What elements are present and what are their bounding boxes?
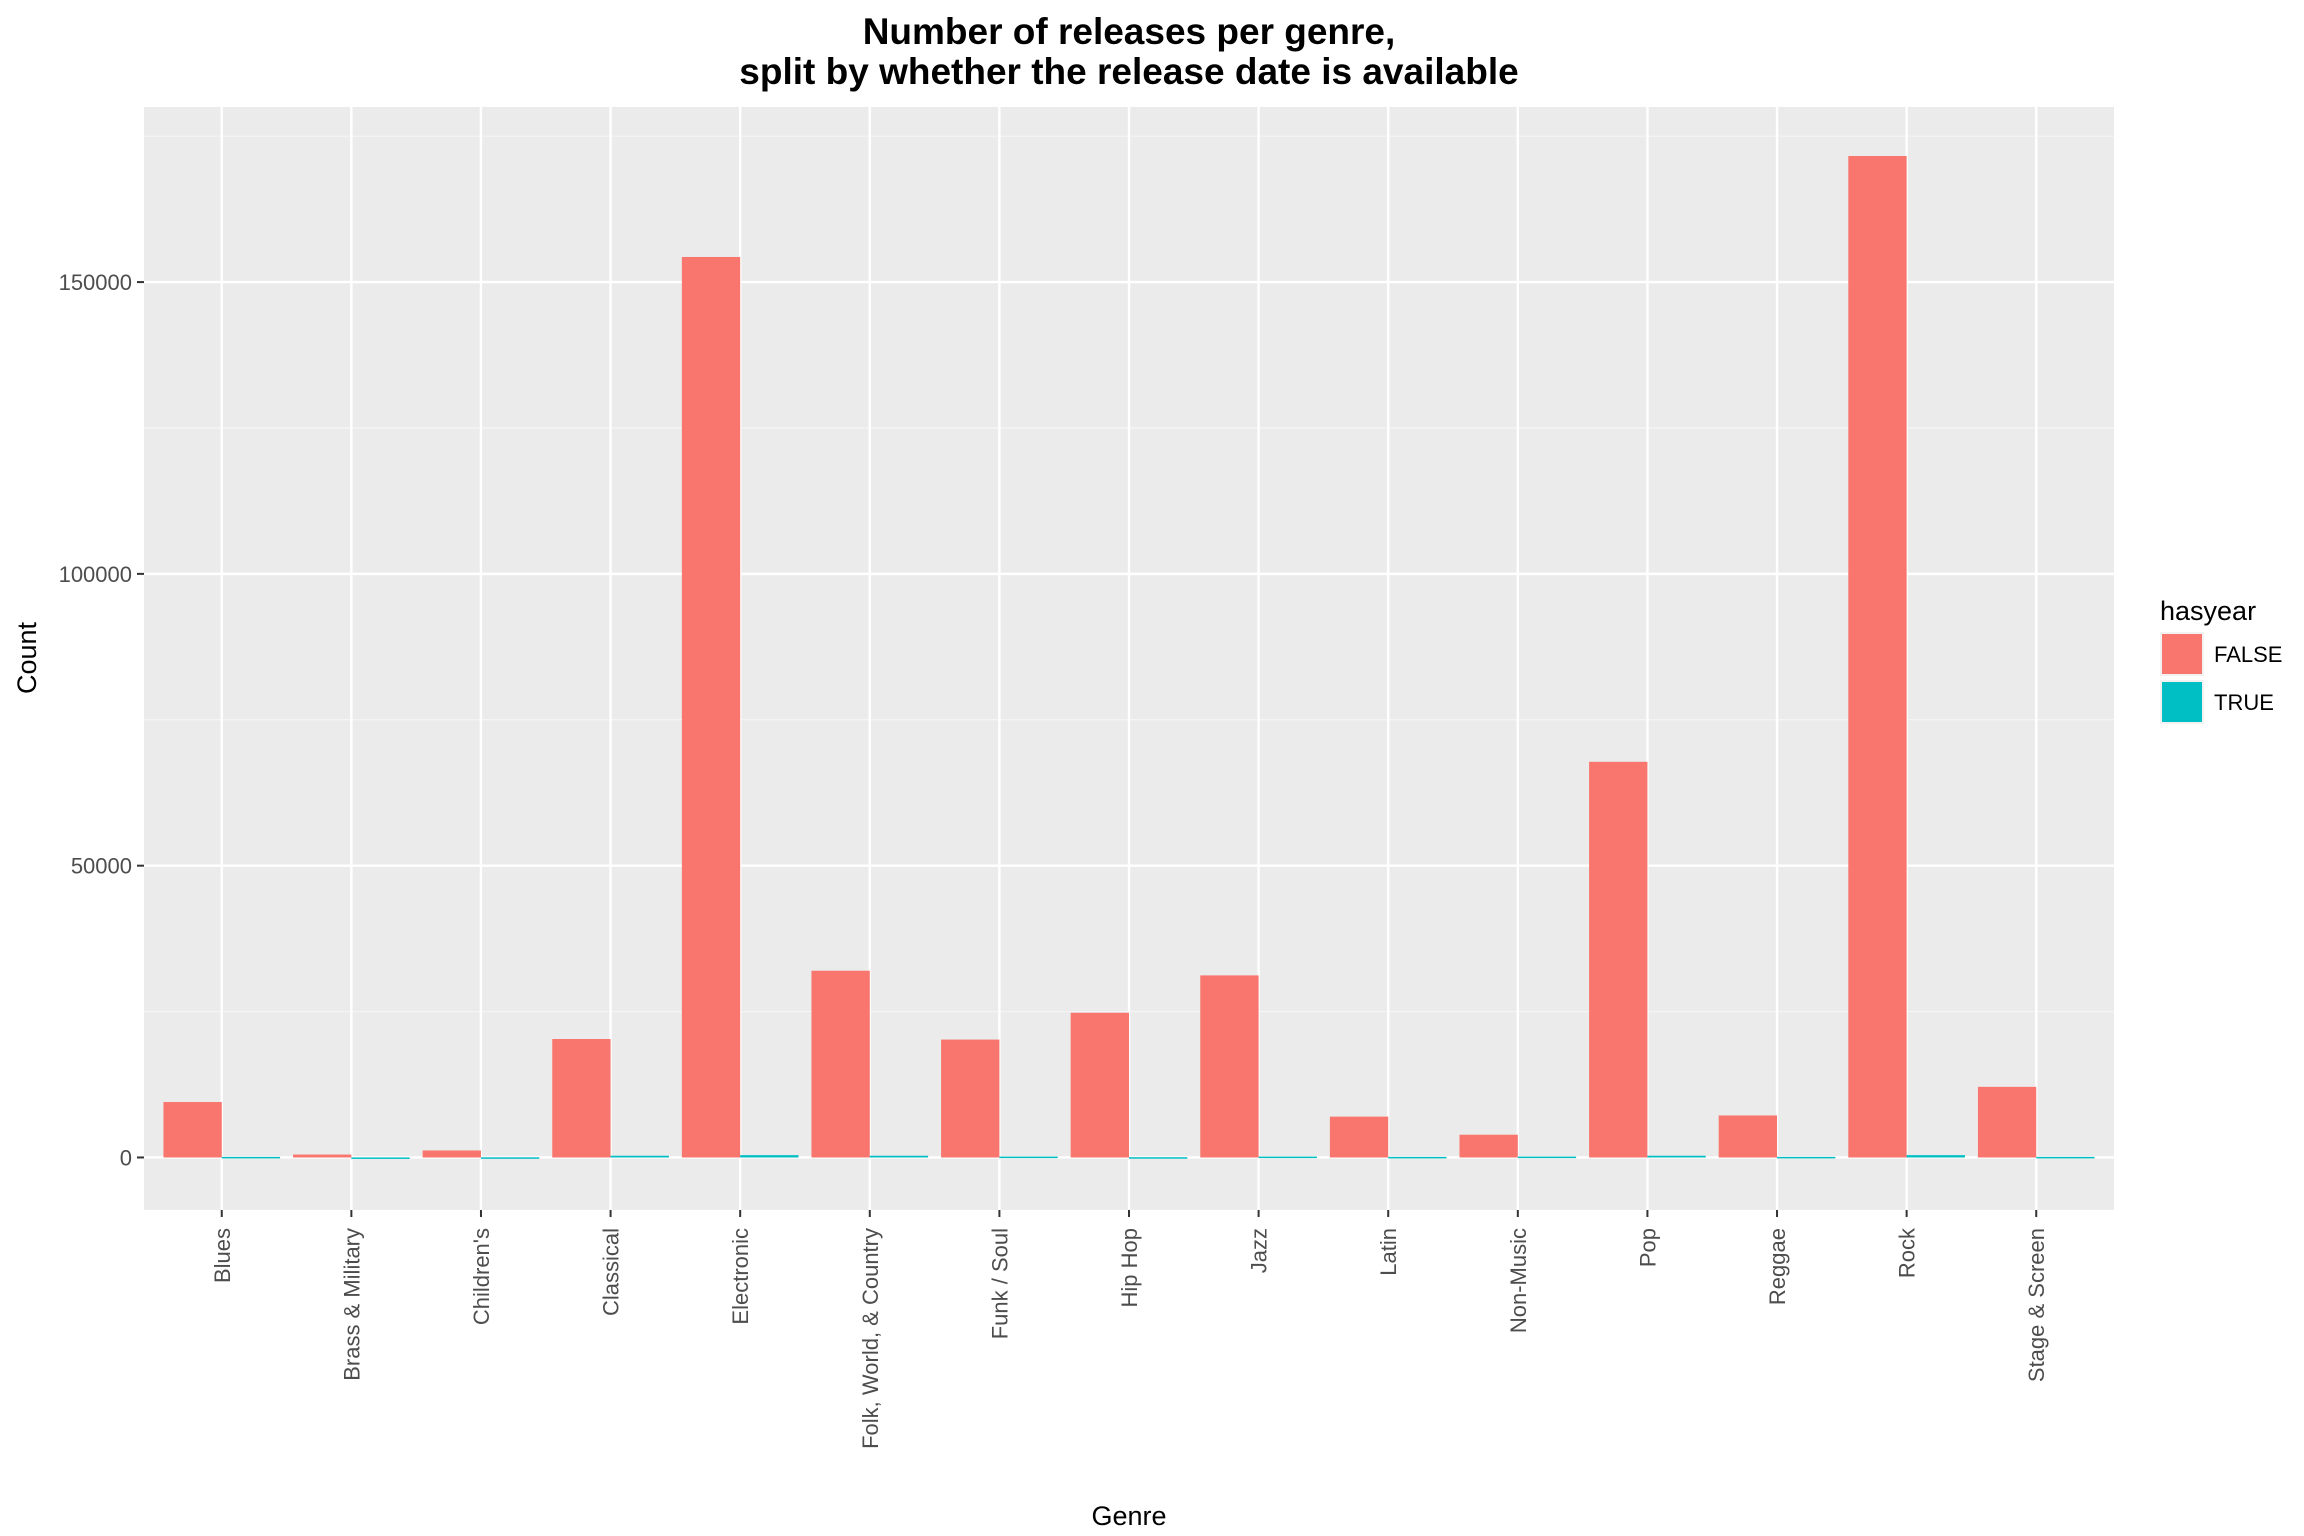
bar-false-8 xyxy=(1200,975,1259,1158)
bar-true-14 xyxy=(2036,1156,2095,1159)
x-tick-label: Folk, World, & Country xyxy=(858,1228,883,1449)
bar-false-2 xyxy=(422,1150,481,1158)
bar-true-13 xyxy=(1906,1155,1965,1158)
x-axis-title: Genre xyxy=(1091,1501,1166,1531)
bar-true-6 xyxy=(999,1156,1058,1159)
bar-false-9 xyxy=(1329,1116,1389,1158)
bar-true-10 xyxy=(1517,1156,1577,1159)
y-tick-label: 0 xyxy=(120,1145,132,1170)
x-tick-label: Non-Music xyxy=(1506,1228,1531,1333)
x-tick-label: Children's xyxy=(469,1228,494,1325)
bar-false-10 xyxy=(1459,1134,1518,1158)
bar-true-2 xyxy=(480,1157,540,1159)
legend-label-true: TRUE xyxy=(2214,690,2274,715)
bar-true-1 xyxy=(351,1157,410,1159)
bar-false-7 xyxy=(1070,1012,1129,1158)
bar-true-5 xyxy=(869,1155,929,1158)
y-axis: 0 50000 100000 150000 xyxy=(59,270,144,1170)
bar-false-0 xyxy=(163,1102,222,1158)
bar-false-1 xyxy=(293,1154,352,1158)
bar-true-7 xyxy=(1129,1157,1188,1159)
x-tick-label: Hip Hop xyxy=(1117,1228,1142,1307)
bar-false-5 xyxy=(811,970,870,1158)
bar-true-4 xyxy=(740,1155,799,1158)
legend-title: hasyear xyxy=(2160,596,2256,626)
bar-true-0 xyxy=(221,1156,281,1159)
bar-false-3 xyxy=(552,1039,611,1158)
x-axis: Blues Brass & Military Children's Classical… xyxy=(210,1210,2049,1449)
x-tick-label: Blues xyxy=(210,1228,235,1283)
bar-false-14 xyxy=(1977,1086,2037,1158)
x-tick-label: Stage & Screen xyxy=(2024,1228,2049,1382)
bar-false-4 xyxy=(681,256,741,1158)
chart-title-line-1: Number of releases per genre, xyxy=(863,11,1396,52)
bar-true-11 xyxy=(1647,1155,1706,1158)
legend-key-false xyxy=(2162,634,2202,674)
legend-label-false: FALSE xyxy=(2214,642,2282,667)
y-tick-label: 50000 xyxy=(71,854,132,879)
bar-false-6 xyxy=(941,1039,1000,1158)
x-tick-label: Reggae xyxy=(1765,1228,1790,1305)
y-tick-label: 100000 xyxy=(59,562,132,587)
bars xyxy=(163,156,2095,1159)
x-tick-label: Rock xyxy=(1895,1227,1920,1278)
y-tick-label: 150000 xyxy=(59,270,132,295)
bar-false-13 xyxy=(1848,156,1907,1158)
bar-false-12 xyxy=(1718,1115,1778,1158)
x-tick-label: Latin xyxy=(1376,1228,1401,1276)
chart-title-line-2: split by whether the release date is ava… xyxy=(739,51,1518,92)
bar-false-11 xyxy=(1589,761,1648,1158)
legend: hasyear FALSE TRUE xyxy=(2160,596,2282,724)
x-tick-label: Pop xyxy=(1635,1228,1660,1267)
bar-true-3 xyxy=(610,1155,669,1158)
x-tick-label: Classical xyxy=(599,1228,624,1316)
x-tick-label: Brass & Military xyxy=(339,1228,364,1381)
bar-true-9 xyxy=(1388,1156,1447,1159)
bar-true-12 xyxy=(1777,1156,1836,1159)
bar-true-8 xyxy=(1258,1156,1317,1159)
y-axis-title: Count xyxy=(12,621,42,694)
x-tick-label: Jazz xyxy=(1247,1228,1272,1273)
x-tick-label: Funk / Soul xyxy=(987,1228,1012,1339)
legend-key-true xyxy=(2162,682,2202,722)
x-tick-label: Electronic xyxy=(728,1228,753,1325)
